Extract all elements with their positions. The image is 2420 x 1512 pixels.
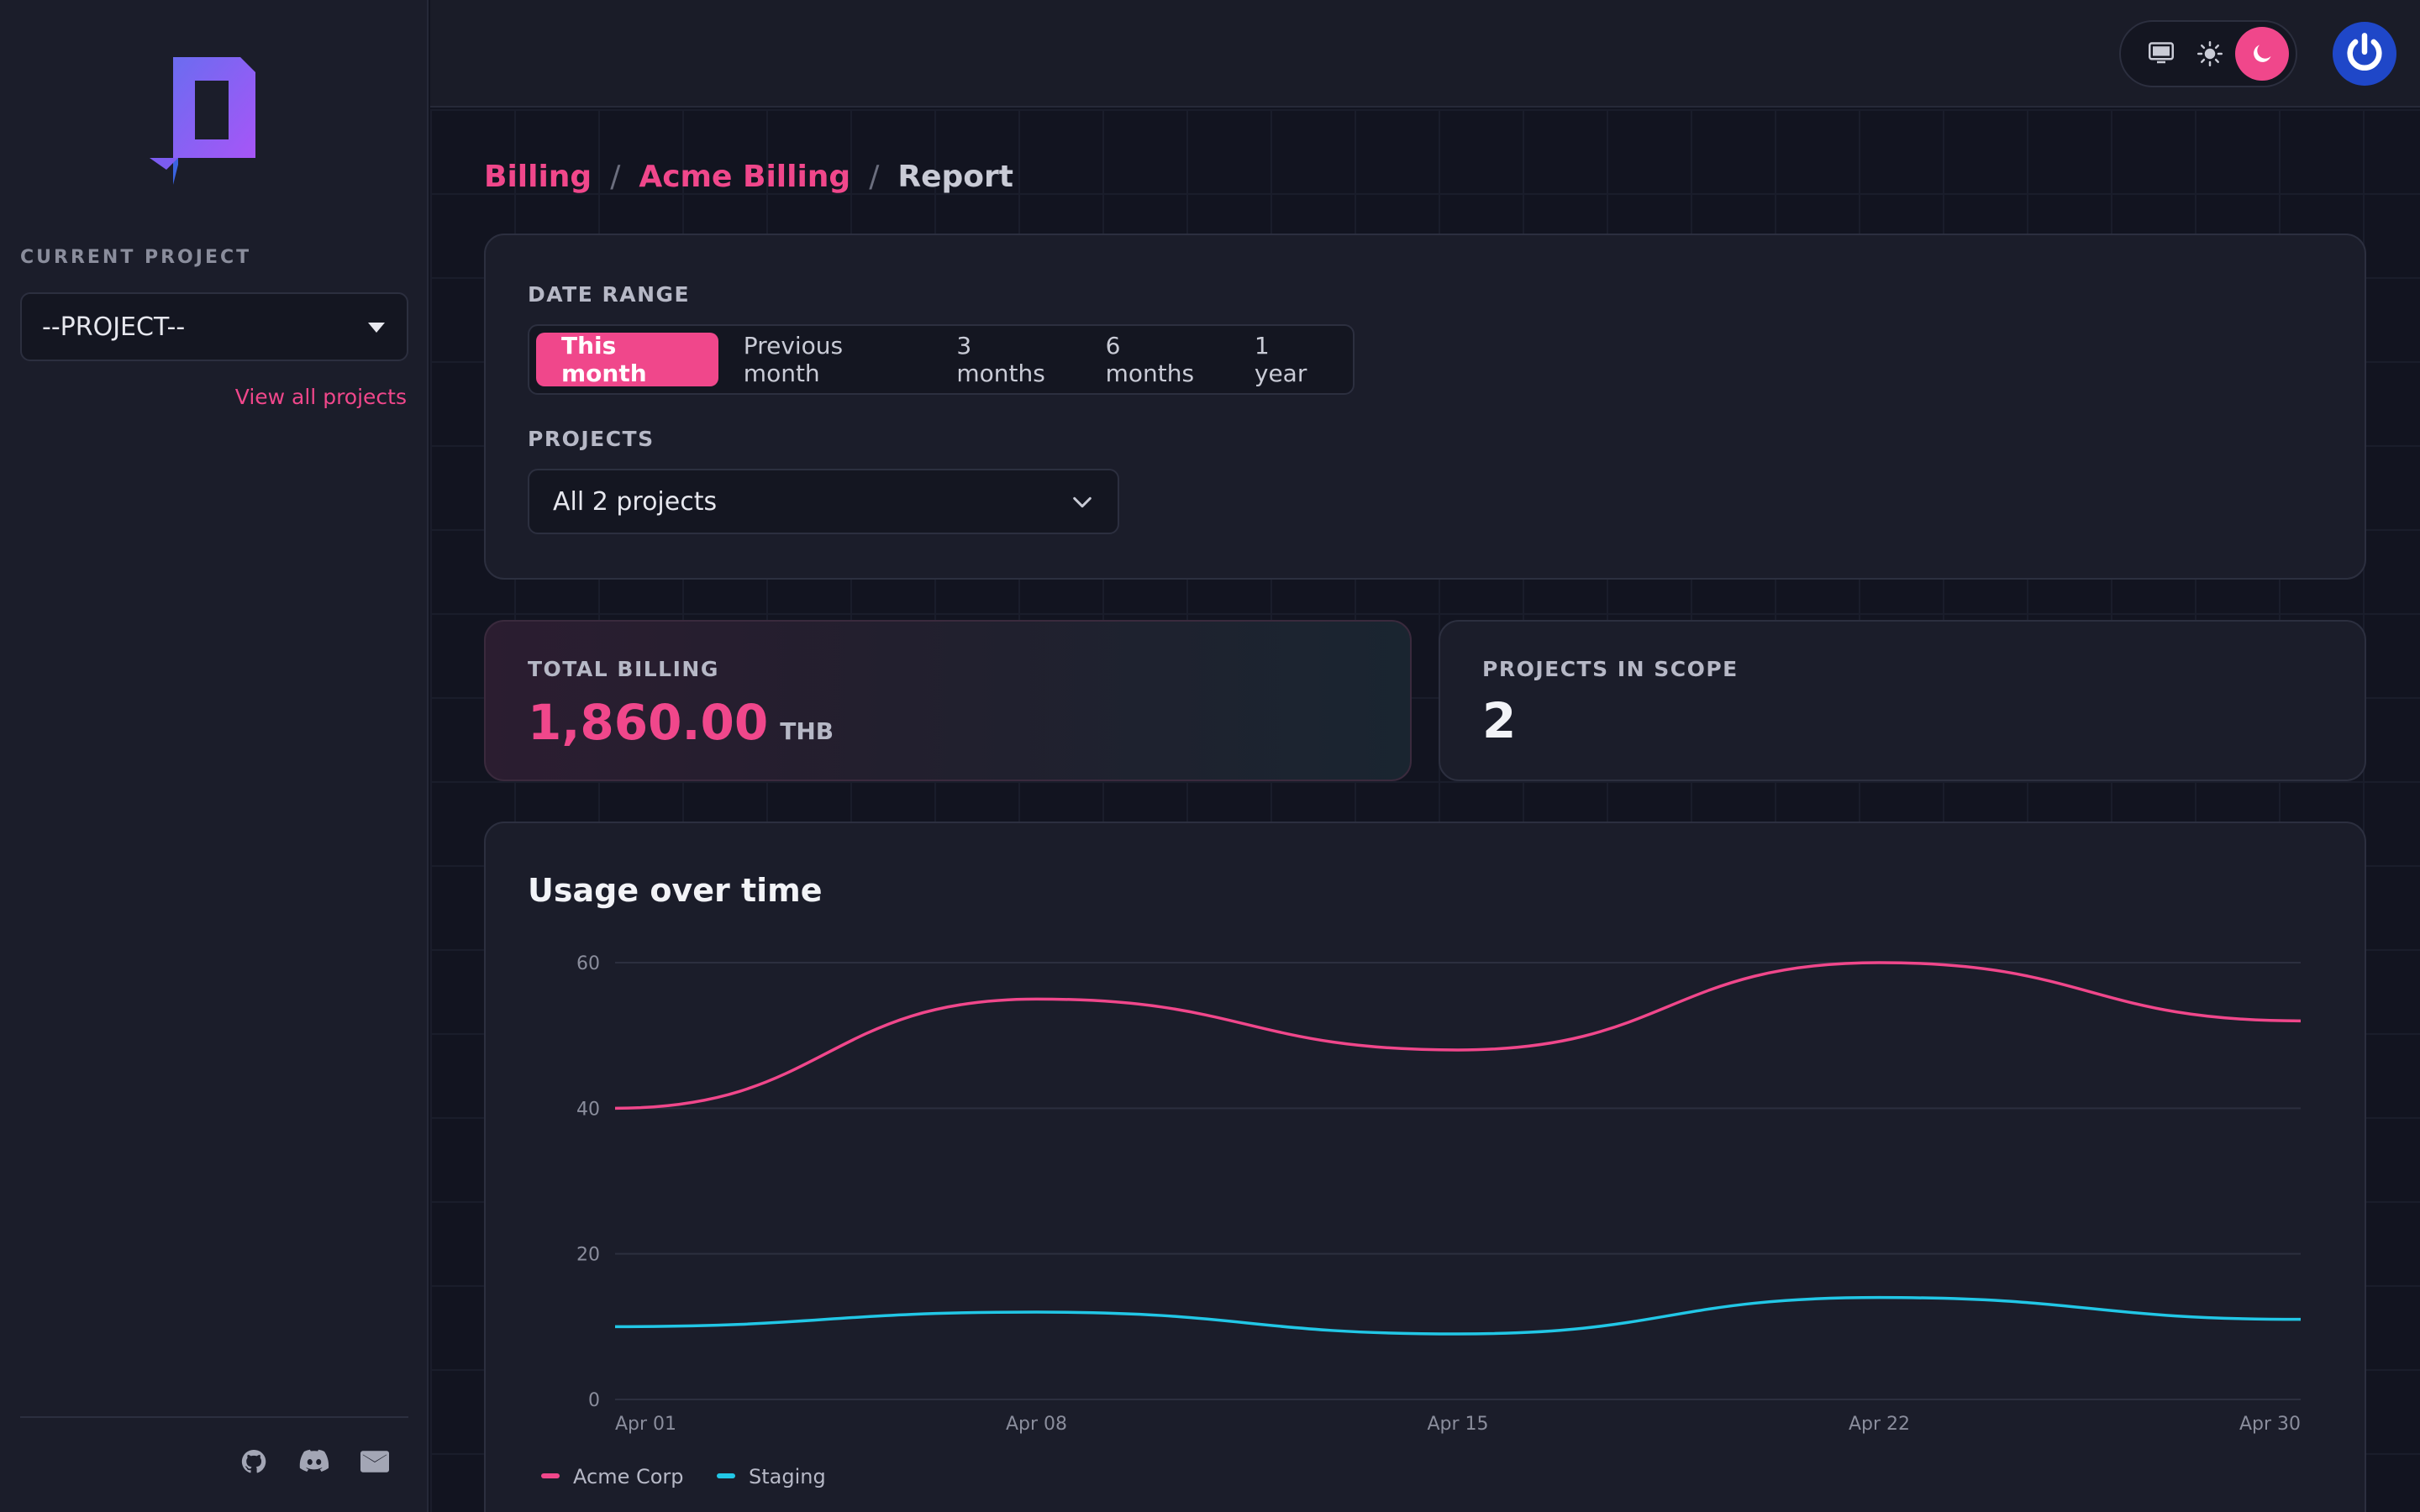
total-billing-value: 1,860.00 THB — [528, 694, 834, 751]
legend-label: Staging — [749, 1465, 826, 1488]
theme-toggle — [2119, 20, 2297, 87]
projects-in-scope-value: 2 — [1482, 692, 1517, 749]
total-billing-card: TOTAL BILLING 1,860.00 THB — [484, 620, 1412, 781]
legend-swatch — [717, 1473, 735, 1478]
power-icon[interactable] — [2333, 22, 2396, 86]
series-line-staging — [614, 1295, 2302, 1336]
topbar — [430, 0, 2420, 108]
series-line-acme-corp — [614, 961, 2302, 1110]
y-tick-label: 0 — [588, 1390, 600, 1411]
x-tick-label: Apr 22 — [1849, 1414, 1910, 1435]
chevron-down-icon — [1073, 496, 1092, 508]
x-tick-label: Apr 15 — [1427, 1414, 1488, 1435]
caret-down-icon — [368, 323, 385, 333]
y-tick-label: 40 — [576, 1099, 600, 1120]
sidebar-divider — [20, 1416, 408, 1418]
x-tick-label: Apr 01 — [615, 1414, 676, 1435]
projects-in-scope-label: PROJECTS IN SCOPE — [1482, 657, 1739, 681]
y-tick-label: 60 — [576, 953, 600, 974]
breadcrumb-separator: / — [610, 160, 621, 194]
x-tick-label: Apr 30 — [2239, 1414, 2301, 1435]
x-tick-label: Apr 08 — [1006, 1414, 1067, 1435]
projects-label: PROJECTS — [528, 427, 655, 451]
range-6-months[interactable]: 6 months — [1105, 332, 1195, 387]
usage-chart-card: Usage over time 0 20 40 60 Apr 01 Apr 08 Apr 1… — [484, 822, 2366, 1512]
range-this-month[interactable]: This month — [536, 332, 718, 387]
total-billing-amount: 1,860.00 — [528, 694, 769, 751]
projects-in-scope-card: PROJECTS IN SCOPE 2 — [1439, 620, 2366, 781]
total-billing-label: TOTAL BILLING — [528, 657, 719, 681]
breadcrumb-acme-billing[interactable]: Acme Billing — [639, 160, 851, 194]
sun-icon[interactable] — [2186, 30, 2233, 77]
legend-swatch — [541, 1473, 560, 1478]
y-tick-label: 20 — [576, 1245, 600, 1266]
view-all-projects-link[interactable]: View all projects — [234, 385, 407, 409]
breadcrumb-billing[interactable]: Billing — [484, 160, 592, 194]
usage-chart: 0 20 40 60 Apr 01 Apr 08 Apr 15 Apr 22 Apr 30 Acm… — [541, 953, 2302, 1488]
current-project-label: CURRENT PROJECT — [20, 247, 252, 268]
project-select-value: --PROJECT-- — [42, 312, 186, 342]
breadcrumb-report: Report — [897, 160, 1013, 194]
total-billing-currency: THB — [780, 717, 834, 745]
range-3-months[interactable]: 3 months — [956, 332, 1045, 387]
github-icon[interactable] — [239, 1446, 269, 1477]
date-range-segmented: This month Previous month 3 months 6 mon… — [528, 324, 1355, 395]
breadcrumb: Billing / Acme Billing / Report — [484, 160, 1013, 194]
mail-icon[interactable] — [360, 1446, 390, 1477]
date-range-label: DATE RANGE — [528, 282, 691, 307]
chart-title: Usage over time — [528, 872, 823, 909]
projects-dropdown-value: All 2 projects — [553, 486, 718, 517]
range-1-year[interactable]: 1 year — [1254, 332, 1307, 387]
filter-card: DATE RANGE This month Previous month 3 m… — [484, 234, 2366, 580]
discord-icon[interactable] — [299, 1446, 329, 1477]
legend-label: Acme Corp — [573, 1465, 684, 1488]
brand-logo-icon[interactable] — [148, 54, 259, 188]
moon-icon[interactable] — [2235, 27, 2289, 81]
project-select[interactable]: --PROJECT-- — [20, 292, 408, 361]
breadcrumb-separator: / — [869, 160, 880, 194]
sidebar: CURRENT PROJECT --PROJECT-- View all pro… — [0, 0, 429, 1512]
monitor-icon[interactable] — [2138, 30, 2185, 77]
range-previous-month[interactable]: Previous month — [743, 332, 844, 387]
projects-dropdown[interactable]: All 2 projects — [528, 469, 1119, 534]
sidebar-footer-icons — [239, 1446, 390, 1477]
